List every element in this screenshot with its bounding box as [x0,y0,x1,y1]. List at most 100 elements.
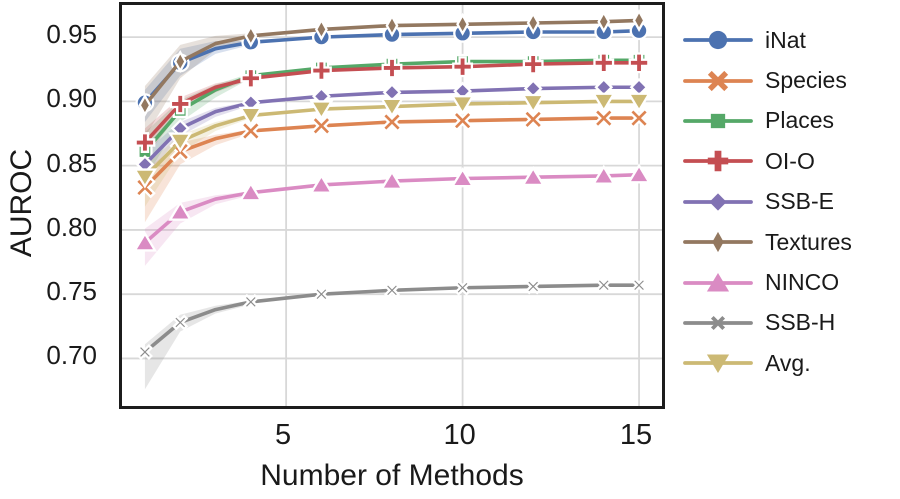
legend-label: Textures [765,228,852,255]
marker [591,164,616,185]
line-ssb-h [143,283,641,354]
x-axis-label: Number of Methods [260,459,524,492]
x-tick-label-5: 5 [275,419,292,451]
y-tick-label-0.90: 0.90 [46,83,97,114]
marker [593,52,615,74]
line-places [143,58,641,154]
marker [132,231,158,252]
marker [138,93,152,117]
legend-marker-ssb-e [683,193,753,211]
marker [173,49,187,74]
confidence-band-ssb-e [144,101,251,178]
marker [628,107,650,129]
line-oi-o [143,61,641,145]
marker [595,277,612,294]
marker [132,168,158,189]
legend-label: SSB-E [765,188,835,215]
marker [385,14,399,38]
marker [454,279,471,296]
marker [383,282,401,299]
legend-marker-textures [683,232,753,253]
marker [709,193,727,211]
marker [591,92,616,113]
confidence-band-textures [144,33,251,138]
legend-marker-inat [683,31,753,50]
markers-ssb-h [136,277,648,361]
marker [521,165,546,187]
marker [238,106,263,127]
marker [522,108,545,131]
marker [240,67,262,89]
legend-item-species: Species [683,60,898,100]
marker [314,17,328,41]
legend-label: NINCO [765,269,840,296]
marker [522,53,544,75]
marker [526,11,540,35]
legend-item-avg: Avg. [683,343,898,383]
marker [707,151,729,172]
legend-item-ssb-h: SSB-H [683,303,898,343]
markers-oi-o [134,52,650,153]
marker [631,277,648,294]
legend-item-places: Places [683,101,898,141]
legend-label: SSB-H [765,309,836,336]
marker [628,52,650,74]
marker [712,232,724,253]
y-tick-label-0.70: 0.70 [46,340,97,371]
marker [310,60,332,81]
marker [597,10,611,34]
marker [450,95,475,116]
marker [136,343,153,361]
legend-label: Species [765,67,847,94]
line-species [143,116,641,190]
legend-marker-ninco [683,272,753,291]
marker [706,272,730,291]
chart-canvas [122,5,662,406]
line-inat [143,28,641,105]
marker [521,93,546,115]
marker [626,163,652,184]
marker [168,132,193,153]
markers-avg [132,92,652,189]
marker [313,286,330,303]
y-tick-label-0.95: 0.95 [46,19,97,50]
marker [309,100,334,121]
marker [450,167,475,188]
legend: iNat Species Places OI-O SSB-E Textures NINCO S… [683,20,898,384]
y-tick-label-0.80: 0.80 [46,211,97,242]
legend-label: Avg. [765,349,811,376]
marker [310,114,333,137]
marker [168,200,193,221]
marker [592,107,615,129]
line-ninco [143,172,641,245]
marker [169,93,191,115]
marker [239,120,262,142]
markers-textures [138,8,646,117]
marker [309,173,334,194]
marker [710,315,726,330]
legend-marker-avg [683,354,753,374]
marker [381,57,403,79]
marker [379,169,405,190]
legend-label: Places [765,107,835,134]
legend-item-oi-o: OI-O [683,141,898,181]
legend-item-ninco: NINCO [683,262,898,302]
marker [238,181,263,202]
y-axis-label: AUROC [5,148,38,258]
marker [710,113,726,129]
marker [244,24,258,48]
marker [452,56,474,78]
marker [172,314,189,331]
confidence-band-ninco [144,191,251,266]
marker [707,70,729,91]
legend-label: OI-O [765,147,815,174]
line-ssb-e [143,85,641,167]
x-tick-label-15: 15 [619,419,653,451]
marker [134,132,156,153]
marker [381,111,403,133]
legend-marker-oi-o [683,151,753,172]
confidence-band-ssb-h [144,300,251,390]
x-tick-label-10: 10 [443,419,476,451]
legend-marker-ssb-h [683,315,753,330]
line-textures [143,18,641,108]
